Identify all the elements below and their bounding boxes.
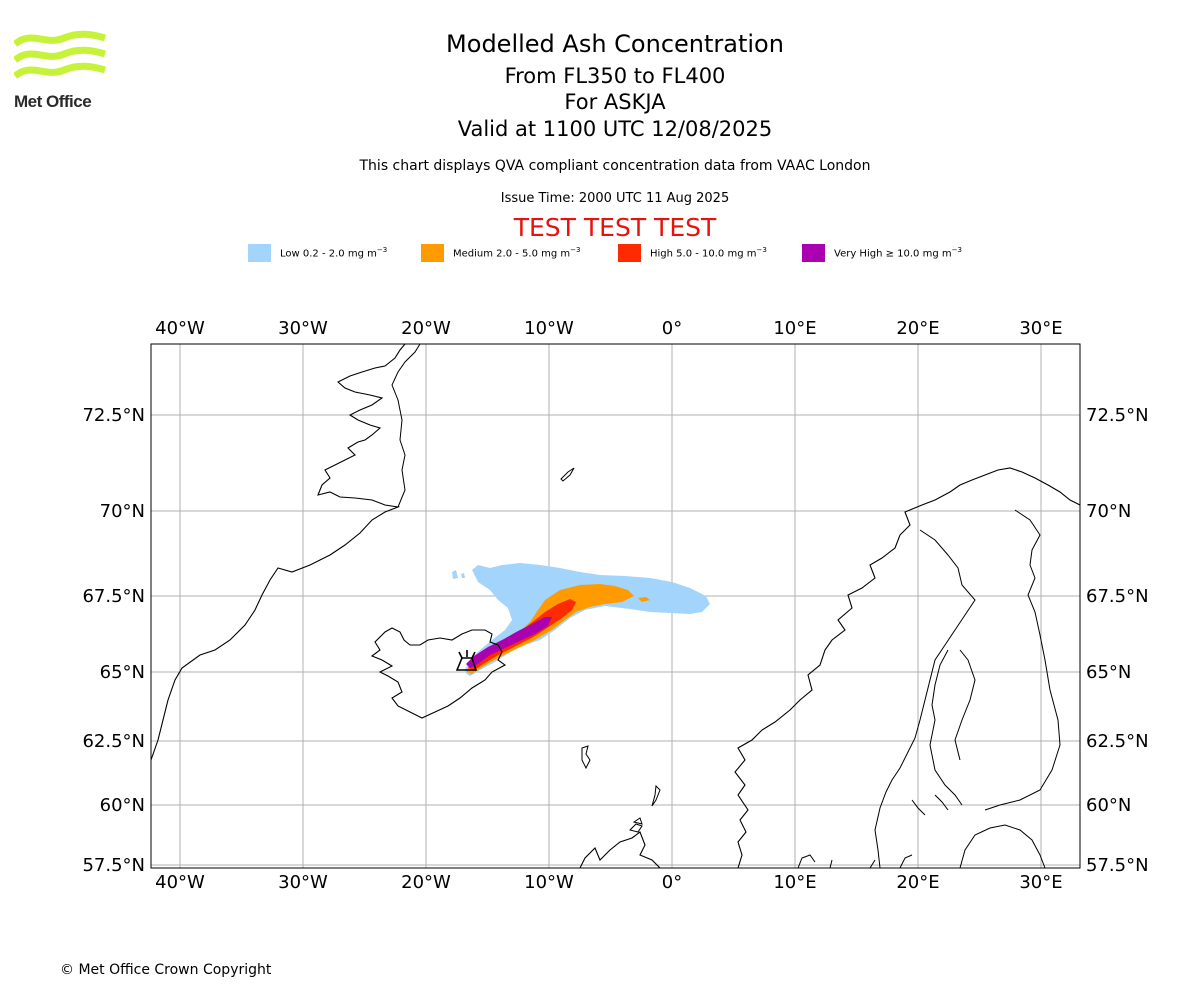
legend-swatch-medium xyxy=(421,244,444,262)
greenland-coastline xyxy=(151,344,406,761)
scotland-coastline xyxy=(579,831,661,868)
lon-tick-top: 30°W xyxy=(278,318,328,339)
lat-tick-right: 57.5°N xyxy=(1086,855,1149,876)
lon-tick-bottom: 0° xyxy=(662,872,682,893)
lat-tick-left: 65°N xyxy=(100,662,145,683)
chart-subtitle: This chart displays QVA compliant concen… xyxy=(359,158,871,174)
ash-low-speck xyxy=(452,570,465,579)
denmark-coast xyxy=(797,854,913,868)
faroe-islands xyxy=(581,745,591,770)
lon-tick-top: 0° xyxy=(662,318,682,339)
ash-very-high xyxy=(466,617,552,668)
greenland-fjords xyxy=(391,344,421,508)
lon-tick-bottom: 30°W xyxy=(278,872,328,893)
ash-medium-speck xyxy=(638,597,650,602)
lat-tick-left: 67.5°N xyxy=(82,586,145,607)
lat-tick-right: 62.5°N xyxy=(1086,731,1149,752)
shetland-islands xyxy=(651,784,661,807)
lat-tick-left: 57.5°N xyxy=(82,855,145,876)
jan-mayen xyxy=(560,467,575,482)
lon-tick-bottom: 10°E xyxy=(773,872,816,893)
met-office-logo xyxy=(14,30,106,79)
copyright: © Met Office Crown Copyright xyxy=(60,962,272,978)
lat-tick-right: 60°N xyxy=(1086,795,1131,816)
scandinavia-coastline xyxy=(734,467,1080,868)
volcano-icon xyxy=(455,650,478,671)
lat-tick-right: 72.5°N xyxy=(1086,405,1149,426)
lat-tick-left: 70°N xyxy=(100,501,145,522)
legend-swatch-high xyxy=(618,244,641,262)
orkney-islands xyxy=(629,817,643,833)
lat-tick-right: 67.5°N xyxy=(1086,586,1149,607)
lat-tick-right: 70°N xyxy=(1086,501,1131,522)
finland-russia-border xyxy=(984,509,1061,811)
test-banner: TEST TEST TEST xyxy=(513,213,717,242)
ash-map: 40°W 30°W 20°W 10°W 0° 10°E 20°E 30°E 40… xyxy=(82,318,1149,893)
ash-low xyxy=(464,563,710,676)
logo-wordmark: Met Office xyxy=(14,92,92,111)
lat-tick-left: 72.5°N xyxy=(82,405,145,426)
iceland-coastline xyxy=(370,627,507,719)
ash-medium xyxy=(466,584,634,674)
gridlines xyxy=(151,344,1080,868)
lon-tick-bottom: 10°W xyxy=(524,872,574,893)
lon-tick-bottom: 40°W xyxy=(155,872,205,893)
flight-level-range: From FL350 to FL400 xyxy=(504,64,726,88)
legend-swatch-low xyxy=(248,244,271,262)
valid-time: Valid at 1100 UTC 12/08/2025 xyxy=(457,117,773,141)
issue-time: Issue Time: 2000 UTC 11 Aug 2025 xyxy=(500,191,730,206)
lon-tick-bottom: 20°W xyxy=(401,872,451,893)
volcano-name: For ASKJA xyxy=(564,90,666,114)
chart-title: Modelled Ash Concentration xyxy=(446,30,784,58)
lon-tick-bottom: 30°E xyxy=(1019,872,1062,893)
lon-tick-top: 20°E xyxy=(896,318,939,339)
lon-tick-top: 30°E xyxy=(1019,318,1062,339)
gulf-of-bothnia xyxy=(929,649,976,806)
legend-swatch-very-high xyxy=(802,244,825,262)
lon-tick-top: 20°W xyxy=(401,318,451,339)
sweden-finland-border xyxy=(874,529,976,868)
lon-tick-bottom: 20°E xyxy=(896,872,939,893)
map-frame xyxy=(150,343,1081,869)
lon-tick-top: 10°W xyxy=(524,318,574,339)
lon-tick-top: 40°W xyxy=(155,318,205,339)
lat-tick-left: 62.5°N xyxy=(82,731,145,752)
lon-tick-top: 10°E xyxy=(773,318,816,339)
lat-tick-left: 60°N xyxy=(100,795,145,816)
baltic-coast xyxy=(911,794,1046,868)
lat-tick-right: 65°N xyxy=(1086,662,1131,683)
